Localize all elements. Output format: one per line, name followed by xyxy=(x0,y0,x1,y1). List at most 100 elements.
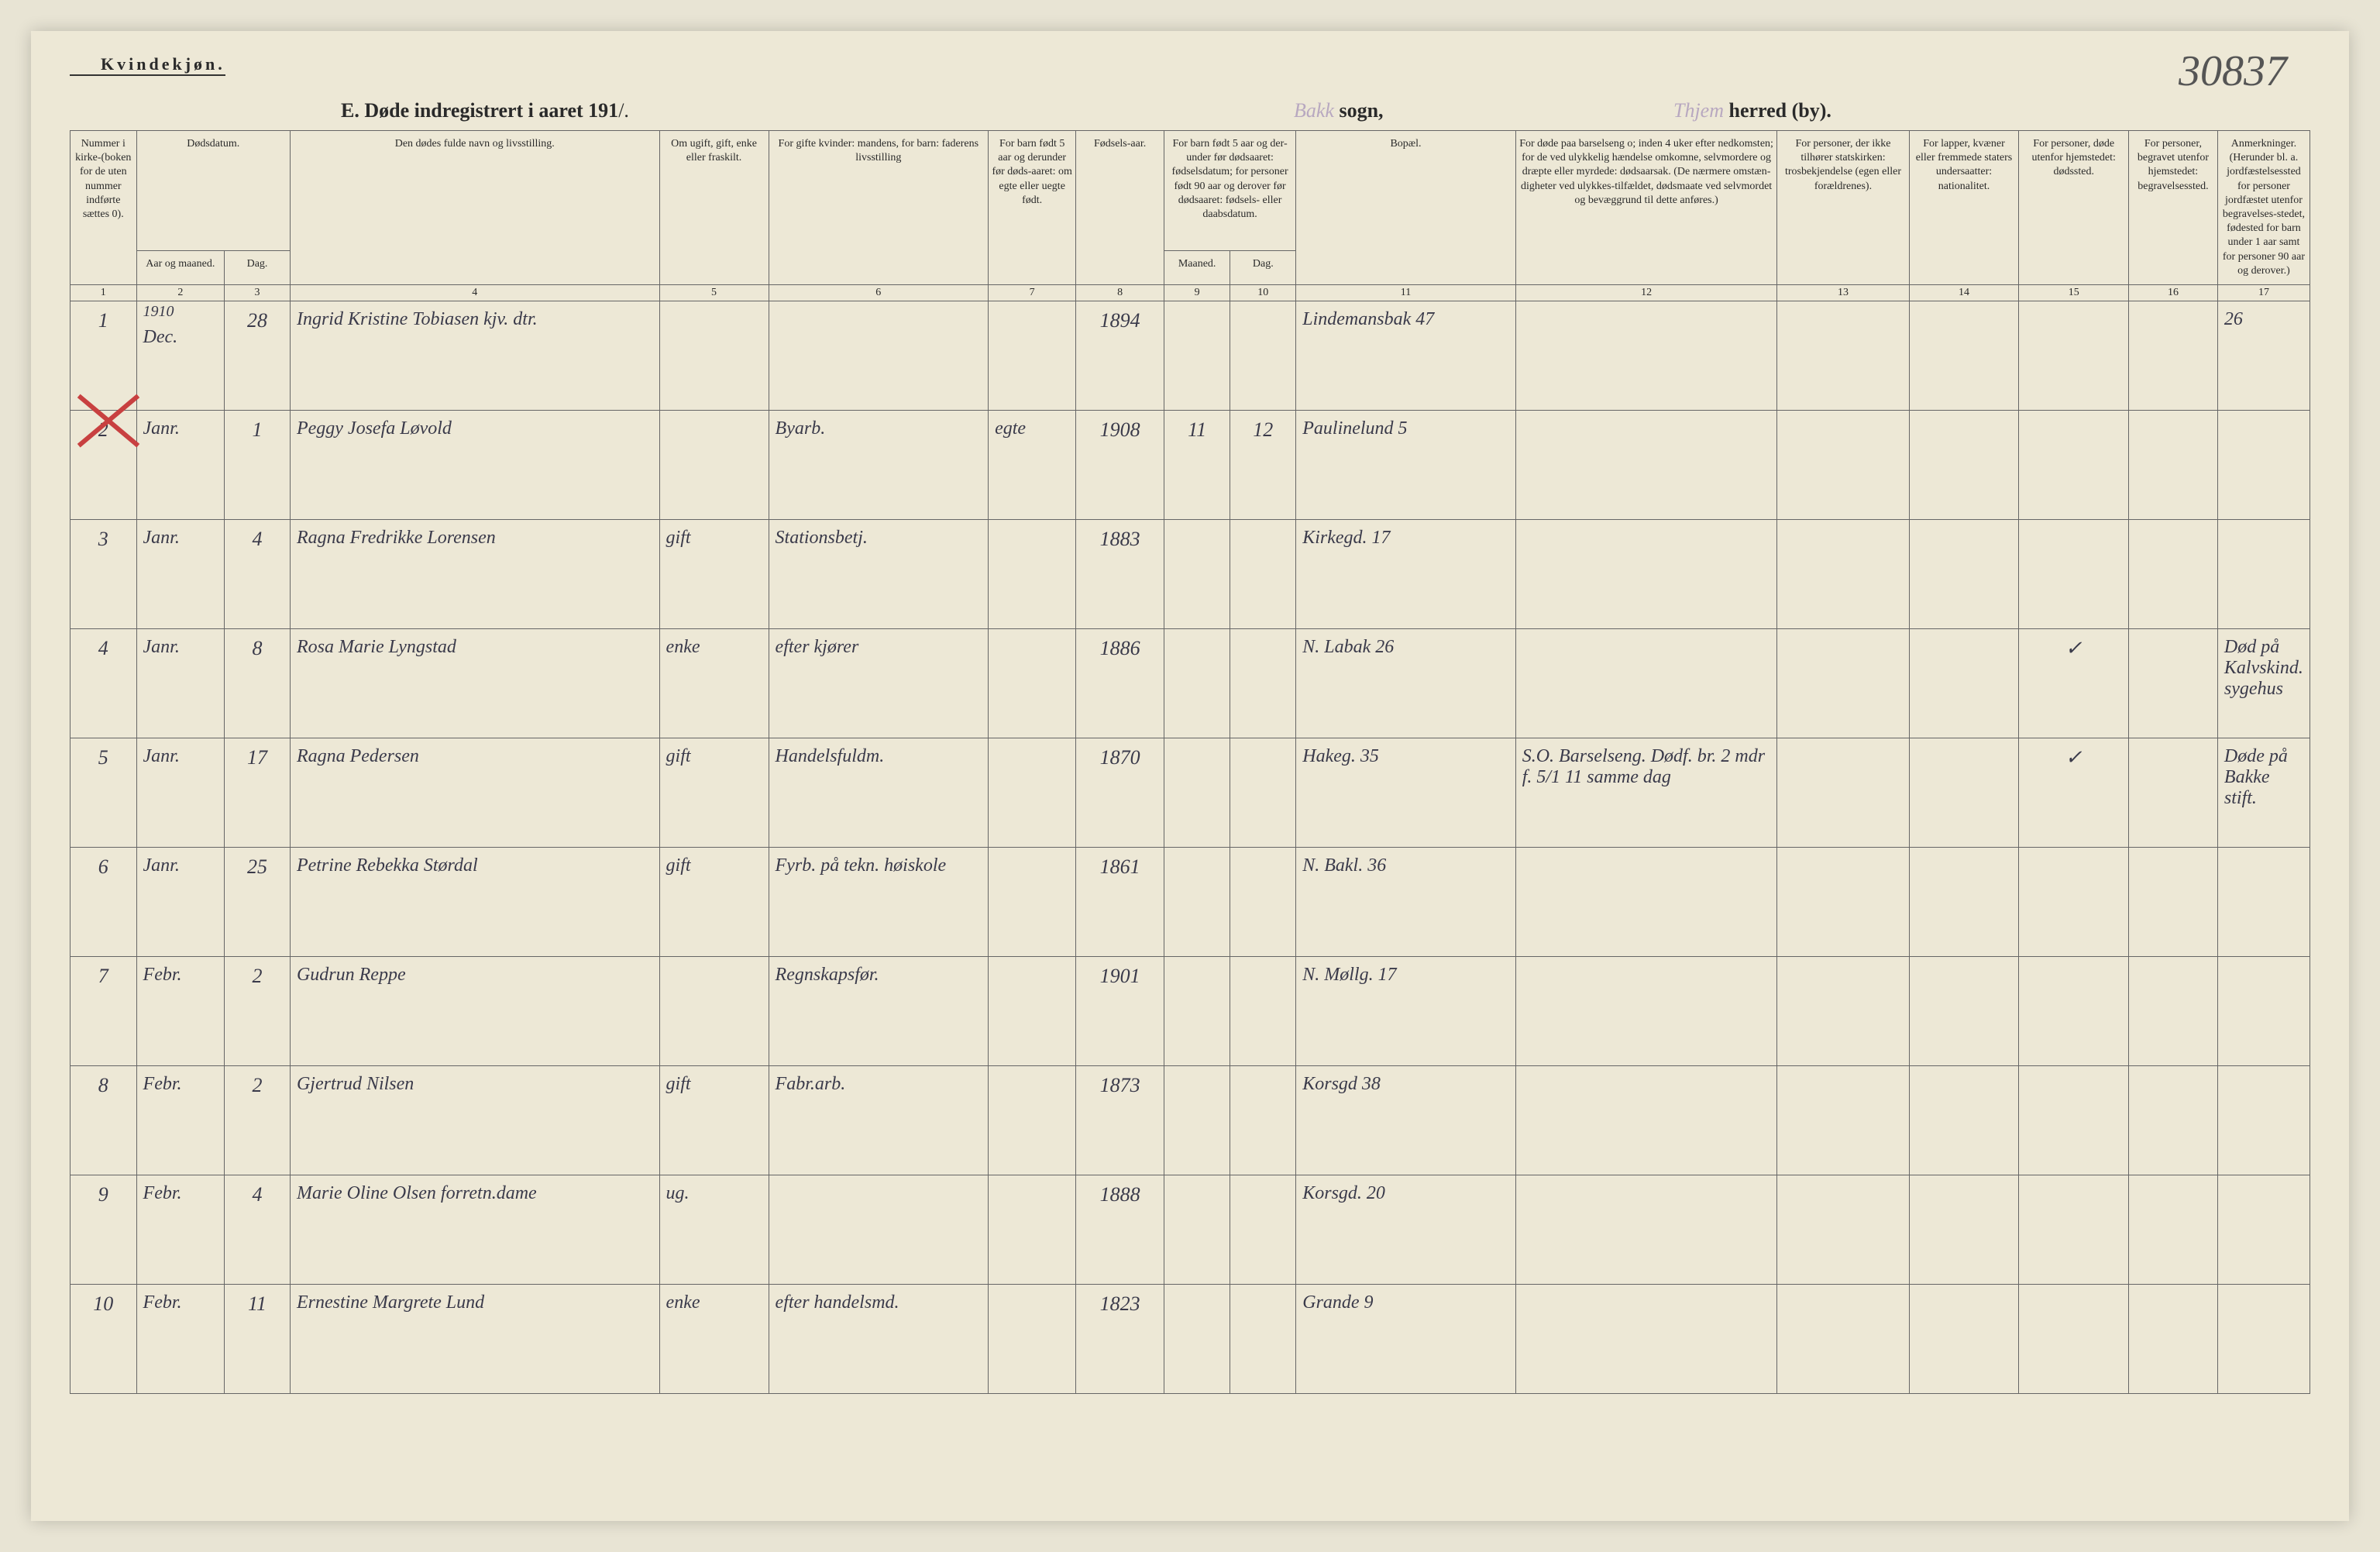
cell-birthyear: 1873 xyxy=(1076,1065,1164,1175)
cell-day: 2 xyxy=(225,1065,291,1175)
column-number: 2 xyxy=(136,284,225,301)
cell-birthyear: 1823 xyxy=(1076,1284,1164,1393)
cell-burialplace xyxy=(2128,847,2217,956)
cell-marital xyxy=(659,410,769,519)
cell-birth-day xyxy=(1230,519,1296,628)
cell-birth-day xyxy=(1230,956,1296,1065)
title-main: E. Døde indregistrert i aaret 191/. xyxy=(341,99,629,122)
col-header-month: Aar og maaned. xyxy=(136,251,225,284)
column-number: 4 xyxy=(290,284,659,301)
cell-month: Janr. xyxy=(136,847,225,956)
table-row: 2Janr.1Peggy Josefa LøvoldByarb.egte1908… xyxy=(71,410,2310,519)
column-number: 14 xyxy=(1909,284,2019,301)
cell-remarks xyxy=(2217,1065,2309,1175)
cell-husband xyxy=(769,301,989,410)
cell-birth-month xyxy=(1164,956,1230,1065)
cell-remarks xyxy=(2217,847,2309,956)
cell-marital: gift xyxy=(659,738,769,847)
cell-legit xyxy=(989,1284,1076,1393)
cell-name: Ernestine Margrete Lund xyxy=(290,1284,659,1393)
table-row: 6Janr.25Petrine Rebekka StørdalgiftFyrb.… xyxy=(71,847,2310,956)
cell-day: 1 xyxy=(225,410,291,519)
cell-birth-day xyxy=(1230,738,1296,847)
cell-burialplace xyxy=(2128,1284,2217,1393)
table-body: 11910Dec.28Ingrid Kristine Tobiasen kjv.… xyxy=(71,301,2310,1393)
cell-month: Janr. xyxy=(136,410,225,519)
col-header-name: Den dødes fulde navn og livsstilling. xyxy=(290,131,659,285)
herred-label: herred (by). xyxy=(1729,99,1831,122)
cell-husband: Stationsbetj. xyxy=(769,519,989,628)
cell-faith xyxy=(1777,301,1909,410)
cell-remarks xyxy=(2217,519,2309,628)
cell-deathplace xyxy=(2019,847,2129,956)
cell-husband: Fabr.arb. xyxy=(769,1065,989,1175)
cell-deathplace xyxy=(2019,301,2129,410)
cell-nationality xyxy=(1909,847,2019,956)
cell-legit: egte xyxy=(989,410,1076,519)
cell-birth-day xyxy=(1230,1284,1296,1393)
title-year-suffix: /. xyxy=(618,99,629,122)
cell-legit xyxy=(989,628,1076,738)
table-header: Nummer i kirke-(boken for de uten nummer… xyxy=(71,131,2310,301)
cell-day: 4 xyxy=(225,1175,291,1284)
cell-month: Janr. xyxy=(136,519,225,628)
cell-residence: Lindemansbak 47 xyxy=(1296,301,1515,410)
cell-legit xyxy=(989,738,1076,847)
cell-nationality xyxy=(1909,1175,2019,1284)
cell-number: 1 xyxy=(71,301,137,410)
cell-legit xyxy=(989,956,1076,1065)
column-number: 10 xyxy=(1230,284,1296,301)
table-row: 9Febr.4Marie Oline Olsen forretn.dameug.… xyxy=(71,1175,2310,1284)
cell-month: 1910Dec. xyxy=(136,301,225,410)
cell-number: 6 xyxy=(71,847,137,956)
ledger-page: Kvindekjøn. 30837 E. Døde indregistrert … xyxy=(31,31,2349,1521)
table-row: 4Janr.8Rosa Marie Lyngstadenkeefter kjør… xyxy=(71,628,2310,738)
cell-cause xyxy=(1515,1284,1777,1393)
cell-nationality xyxy=(1909,628,2019,738)
cell-burialplace xyxy=(2128,1065,2217,1175)
col-header-faith: For personer, der ikke tilhører statskir… xyxy=(1777,131,1909,285)
table-row: 5Janr.17Ragna PedersengiftHandelsfuldm.1… xyxy=(71,738,2310,847)
cell-birth-day xyxy=(1230,301,1296,410)
cell-birth-month xyxy=(1164,628,1230,738)
cell-remarks xyxy=(2217,956,2309,1065)
col-header-birthdate: For barn født 5 aar og der-under før død… xyxy=(1164,131,1295,251)
cell-name: Ingrid Kristine Tobiasen kjv. dtr. xyxy=(290,301,659,410)
cell-cause xyxy=(1515,628,1777,738)
gender-label: Kvindekjøn. xyxy=(70,54,225,76)
cell-faith xyxy=(1777,519,1909,628)
cell-number: 3 xyxy=(71,519,137,628)
column-number: 6 xyxy=(769,284,989,301)
cell-husband: Fyrb. på tekn. høiskole xyxy=(769,847,989,956)
cell-remarks: Døde på Bakke stift. xyxy=(2217,738,2309,847)
cell-name: Petrine Rebekka Størdal xyxy=(290,847,659,956)
col-header-deathplace: For personer, døde utenfor hjemstedet: d… xyxy=(2019,131,2129,285)
cell-deathplace xyxy=(2019,956,2129,1065)
cell-name: Ragna Fredrikke Lorensen xyxy=(290,519,659,628)
cell-marital: ug. xyxy=(659,1175,769,1284)
cell-day: 2 xyxy=(225,956,291,1065)
column-number: 8 xyxy=(1076,284,1164,301)
cell-month: Janr. xyxy=(136,738,225,847)
sogn-handwritten: Bakk xyxy=(1294,99,1334,122)
cell-burialplace xyxy=(2128,738,2217,847)
cell-marital xyxy=(659,301,769,410)
cell-legit xyxy=(989,1175,1076,1284)
cell-remarks: Død på Kalvskind. sygehus xyxy=(2217,628,2309,738)
column-number: 7 xyxy=(989,284,1076,301)
column-number: 11 xyxy=(1296,284,1515,301)
column-number: 5 xyxy=(659,284,769,301)
cell-nationality xyxy=(1909,956,2019,1065)
table-row: 3Janr.4Ragna Fredrikke LorensengiftStati… xyxy=(71,519,2310,628)
cell-residence: N. Bakl. 36 xyxy=(1296,847,1515,956)
cell-cause xyxy=(1515,847,1777,956)
col-header-husband: For gifte kvinder: mandens, for barn: fa… xyxy=(769,131,989,285)
cell-day: 4 xyxy=(225,519,291,628)
death-register-table: Nummer i kirke-(boken for de uten nummer… xyxy=(70,130,2310,1394)
cell-faith xyxy=(1777,956,1909,1065)
cell-cause xyxy=(1515,410,1777,519)
cell-month: Febr. xyxy=(136,1284,225,1393)
cell-legit xyxy=(989,847,1076,956)
cell-month: Janr. xyxy=(136,628,225,738)
cell-residence: Korsgd. 20 xyxy=(1296,1175,1515,1284)
